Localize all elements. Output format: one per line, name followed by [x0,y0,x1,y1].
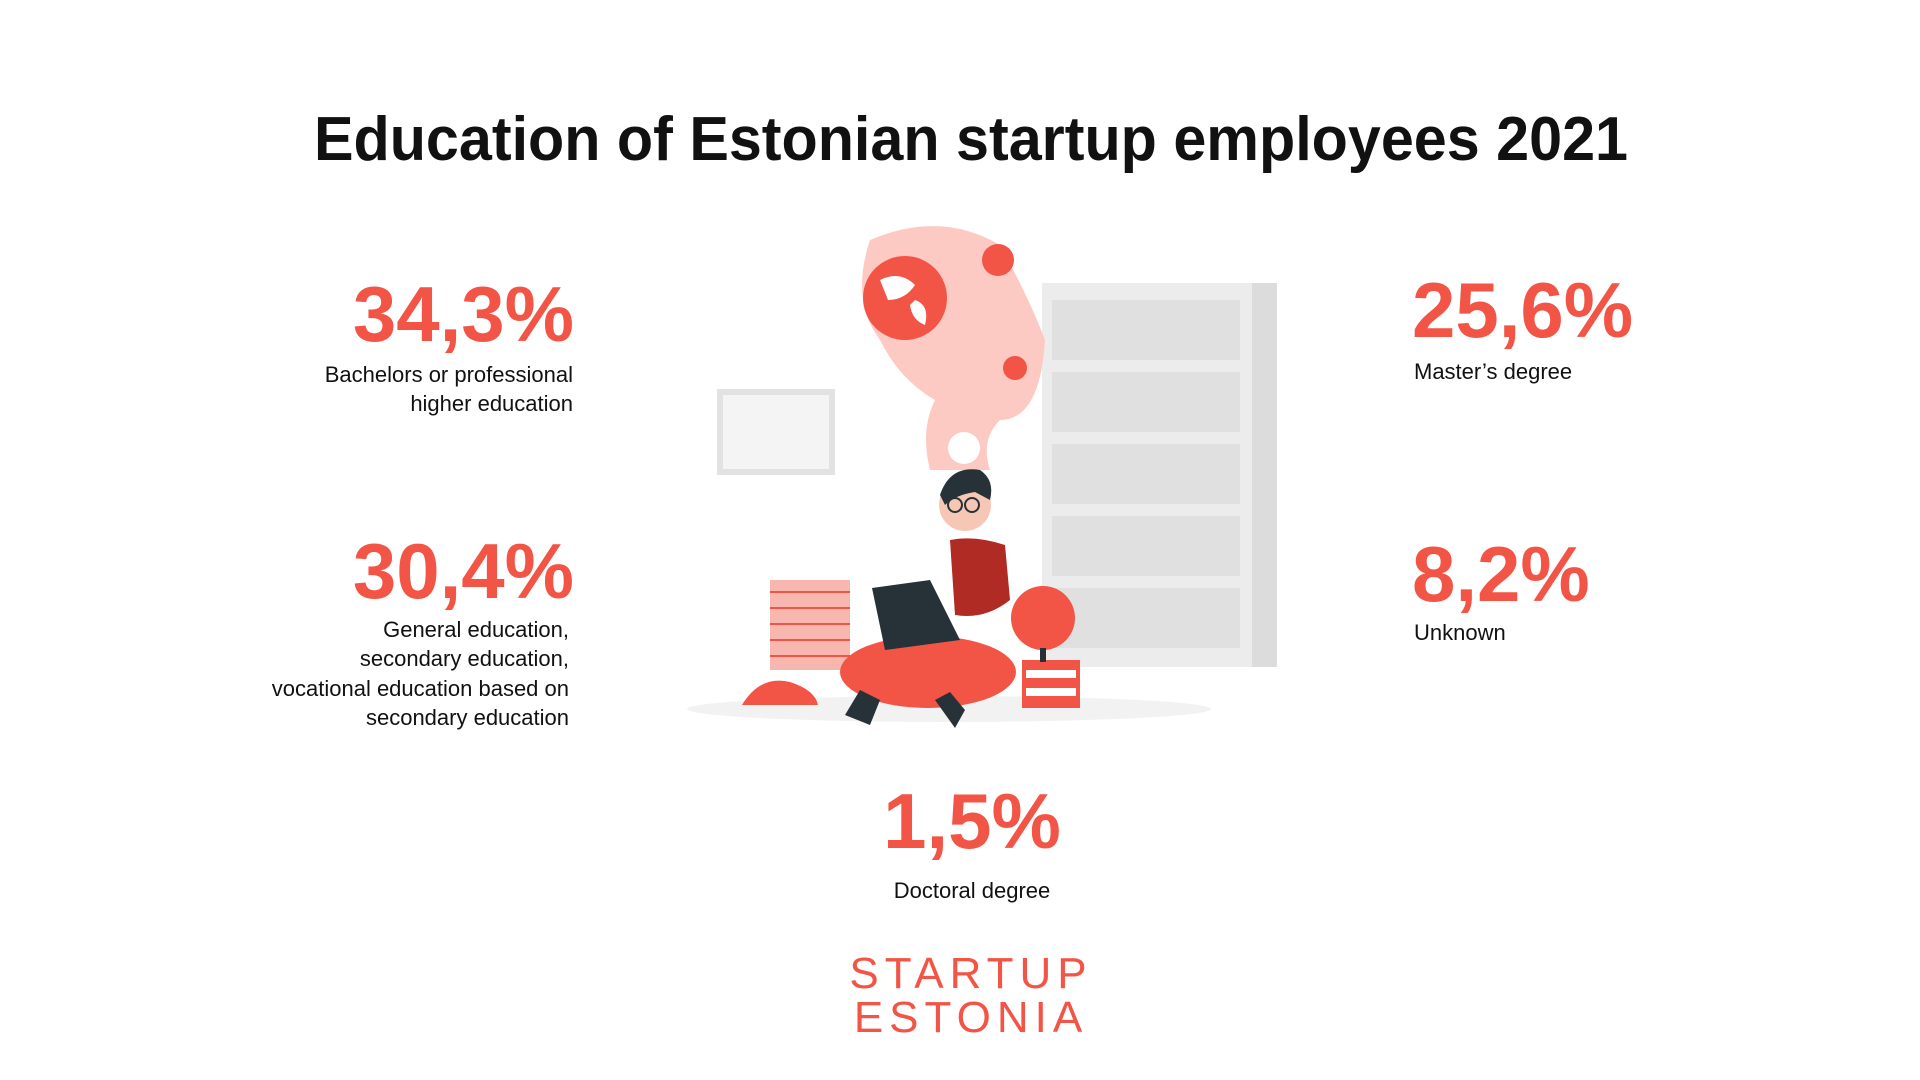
illustration [687,226,1277,728]
stat-label: Doctoral degree [894,878,1051,903]
stat-bachelors: 34,3% Bachelors or professional higher e… [325,270,574,416]
stat-label: Unknown [1414,620,1506,645]
stat-value: 25,6% [1412,266,1633,354]
stat-general: 30,4% General education, secondary educa… [272,527,574,730]
stat-label: secondary education, [360,646,569,671]
stat-value: 1,5% [883,777,1061,865]
brand-line: ESTONIA [854,993,1088,1042]
stat-value: 8,2% [1412,530,1590,618]
stat-label: secondary education [366,705,569,730]
brand-logo: STARTUP ESTONIA [849,949,1092,1042]
stat-unknown: 8,2% Unknown [1412,530,1590,645]
stat-label: higher education [410,391,573,416]
stat-masters: 25,6% Master’s degree [1412,266,1633,384]
stat-doctoral: 1,5% Doctoral degree [883,777,1061,903]
title: Education of Estonian startup employees … [314,105,1628,174]
stat-label: vocational education based on [272,676,569,701]
stat-label: General education, [383,617,569,642]
stat-value: 34,3% [353,270,574,358]
stat-label: Master’s degree [1414,359,1572,384]
brand-line: STARTUP [849,949,1092,998]
stat-label: Bachelors or professional [325,362,573,387]
stat-value: 30,4% [353,527,574,615]
